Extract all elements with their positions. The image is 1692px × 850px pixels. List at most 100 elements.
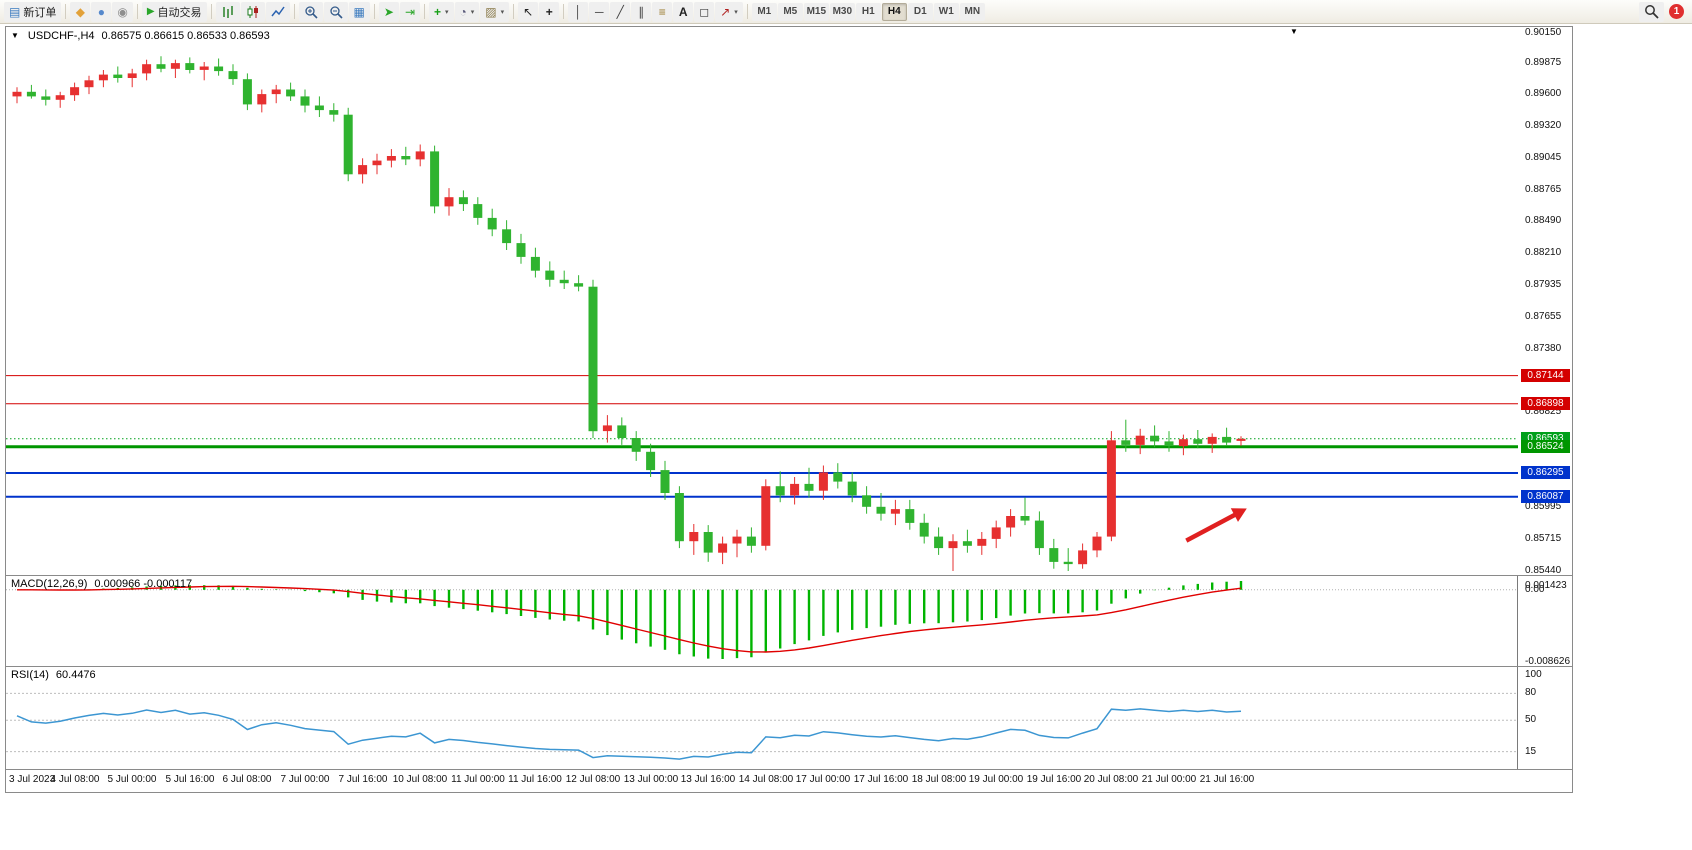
candlestick-icon <box>247 5 258 18</box>
main-chart-canvas[interactable] <box>6 27 1518 575</box>
time-axis-label: 19 Jul 00:00 <box>968 774 1024 785</box>
price-tick-label: 0.88490 <box>1525 215 1562 227</box>
toolbar-separator <box>293 4 295 19</box>
chart-windows-icon: ◆ <box>75 4 85 19</box>
search-button[interactable] <box>1639 1 1664 22</box>
period-h4-button[interactable]: H4 <box>881 2 907 21</box>
line-chart-icon <box>270 6 285 16</box>
macd-scale-label: 0.00 <box>1525 583 1545 595</box>
price-tag: 0.86295 <box>1521 466 1570 479</box>
rsi-chart-canvas[interactable] <box>6 667 1518 769</box>
macd-signal-line <box>17 585 1242 653</box>
candles-layer <box>12 56 1246 571</box>
arrows-tool-button[interactable]: ↗ ▾ <box>715 1 743 22</box>
price-tag: 0.86087 <box>1521 490 1570 503</box>
price-tag: 0.86898 <box>1521 397 1570 410</box>
time-axis-label: 13 Jul 00:00 <box>623 774 679 785</box>
cursor-icon: ↖ <box>523 4 534 19</box>
price-tick-label: 0.86825 <box>1525 406 1562 418</box>
time-axis-label: 7 Jul 16:00 <box>338 774 388 785</box>
chart-shift-button[interactable]: ⇥ <box>399 1 420 22</box>
period-m1-button[interactable]: M1 <box>751 2 777 21</box>
time-axis-label: 14 Jul 08:00 <box>738 774 794 785</box>
rsi-scale-label: 15 <box>1525 745 1537 757</box>
auto-scroll-button[interactable]: ➤ <box>378 1 399 22</box>
fibonacci-tool-button[interactable]: ≡ <box>652 1 673 22</box>
crosshair-tool-button[interactable]: + <box>539 1 560 22</box>
chart-window-usdchf-h4[interactable]: 3 Jul 2023 4 Jul 08:00 5 Jul 00:00 5 Jul 16… <box>5 26 1573 793</box>
text-tool-icon: A <box>678 4 688 19</box>
trendline-tool-button[interactable]: ╱ <box>610 1 631 22</box>
timeframes-button[interactable]: ◔ ▾ <box>454 1 480 22</box>
chart-title-overlay: ▼ USDCHF-,H4 0.86575 0.86615 0.86533 0.8… <box>11 30 270 42</box>
trend-arrow-annotation[interactable] <box>1185 508 1247 543</box>
toolbar-right-group: 1 <box>1639 1 1688 22</box>
trendline-icon: ╱ <box>616 4 624 19</box>
tile-windows-icon: ▦ <box>353 4 365 19</box>
panel-divider[interactable] <box>6 666 1572 667</box>
period-w1-button[interactable]: W1 <box>933 2 959 21</box>
panel-divider <box>6 769 1572 770</box>
macd-chart-canvas[interactable] <box>6 576 1518 666</box>
price-tick-label: 0.89045 <box>1525 151 1562 163</box>
rsi-scale-label: 80 <box>1525 687 1537 699</box>
period-mn-button[interactable]: MN <box>959 2 985 21</box>
arrows-tool-icon: ↗ <box>720 4 731 19</box>
zoom-out-button[interactable] <box>323 1 348 22</box>
text-tool-button[interactable]: A <box>673 1 694 22</box>
new-order-button[interactable]: ▤ 新订单 <box>4 1 62 22</box>
one-click-trading-toggle-icon[interactable]: ▼ <box>11 31 19 40</box>
chart-windows-button[interactable]: ◆ <box>70 1 91 22</box>
period-m5-button[interactable]: M5 <box>777 2 803 21</box>
vertical-line-icon: │ <box>574 4 582 19</box>
profiles-button[interactable]: ● <box>91 1 112 22</box>
vertical-line-tool-button[interactable]: │ <box>568 1 589 22</box>
tile-windows-button[interactable]: ▦ <box>348 1 370 22</box>
candlestick-mode-button[interactable] <box>240 1 265 22</box>
horizontal-line-tool-button[interactable]: ─ <box>589 1 610 22</box>
time-axis-label: 21 Jul 00:00 <box>1141 774 1197 785</box>
indicators-button[interactable]: + ▾ <box>429 1 454 22</box>
period-d1-button[interactable]: D1 <box>907 2 933 21</box>
price-tick-label: 0.88765 <box>1525 183 1562 195</box>
crosshair-icon: + <box>545 4 553 19</box>
community-button[interactable]: ◉ <box>112 1 133 22</box>
notifications-badge[interactable]: 1 <box>1669 4 1684 19</box>
time-axis-label: 12 Jul 08:00 <box>565 774 621 785</box>
auto-trading-button[interactable]: ▶ 自动交易 <box>141 1 207 22</box>
price-tag: 0.86524 <box>1521 440 1570 453</box>
caret-down-icon: ▾ <box>500 8 505 16</box>
macd-indicator-name: MACD(12,26,9) <box>11 578 88 590</box>
macd-label-overlay: MACD(12,26,9) 0.000966 -0.000117 <box>11 578 192 590</box>
period-m15-button[interactable]: M15 <box>803 2 829 21</box>
line-chart-mode-button[interactable] <box>265 1 290 22</box>
zoom-in-button[interactable] <box>298 1 323 22</box>
period-h1-button[interactable]: H1 <box>855 2 881 21</box>
price-tick-label: 0.85715 <box>1525 533 1562 545</box>
templates-button[interactable]: ▨ ▾ <box>480 1 510 22</box>
price-tick-label: 0.89875 <box>1525 56 1562 68</box>
time-axis-label: 5 Jul 00:00 <box>107 774 157 785</box>
time-axis-label: 21 Jul 16:00 <box>1199 774 1255 785</box>
macd-panel <box>6 576 1518 666</box>
price-tick-label: 0.89600 <box>1525 88 1562 100</box>
new-order-label: 新订单 <box>23 6 57 19</box>
toolbar-separator <box>513 4 515 19</box>
bar-chart-mode-button[interactable] <box>215 1 240 22</box>
price-axis[interactable]: 0.90150 0.89875 0.89600 0.89320 0.89045 0.887… <box>1520 27 1572 792</box>
text-label-tool-button[interactable]: ◻ <box>694 1 715 22</box>
toolbar-separator <box>65 4 67 19</box>
horizontal-lines-layer[interactable] <box>6 375 1518 498</box>
rsi-indicator-name: RSI(14) <box>11 669 49 681</box>
time-axis-label: 11 Jul 00:00 <box>451 774 505 785</box>
chart-shift-marker-icon[interactable]: ▼ <box>1290 27 1298 36</box>
panel-divider[interactable] <box>6 575 1572 576</box>
zoom-out-icon <box>329 5 343 19</box>
channel-tool-button[interactable]: ∥ <box>631 1 652 22</box>
cursor-tool-button[interactable]: ↖ <box>518 1 539 22</box>
time-axis[interactable]: 3 Jul 2023 4 Jul 08:00 5 Jul 00:00 5 Jul 16… <box>6 770 1518 792</box>
toolbar-separator <box>563 4 565 19</box>
period-m30-button[interactable]: M30 <box>829 2 855 21</box>
price-tick-label: 0.87935 <box>1525 278 1562 290</box>
time-axis-label: 17 Jul 16:00 <box>853 774 909 785</box>
